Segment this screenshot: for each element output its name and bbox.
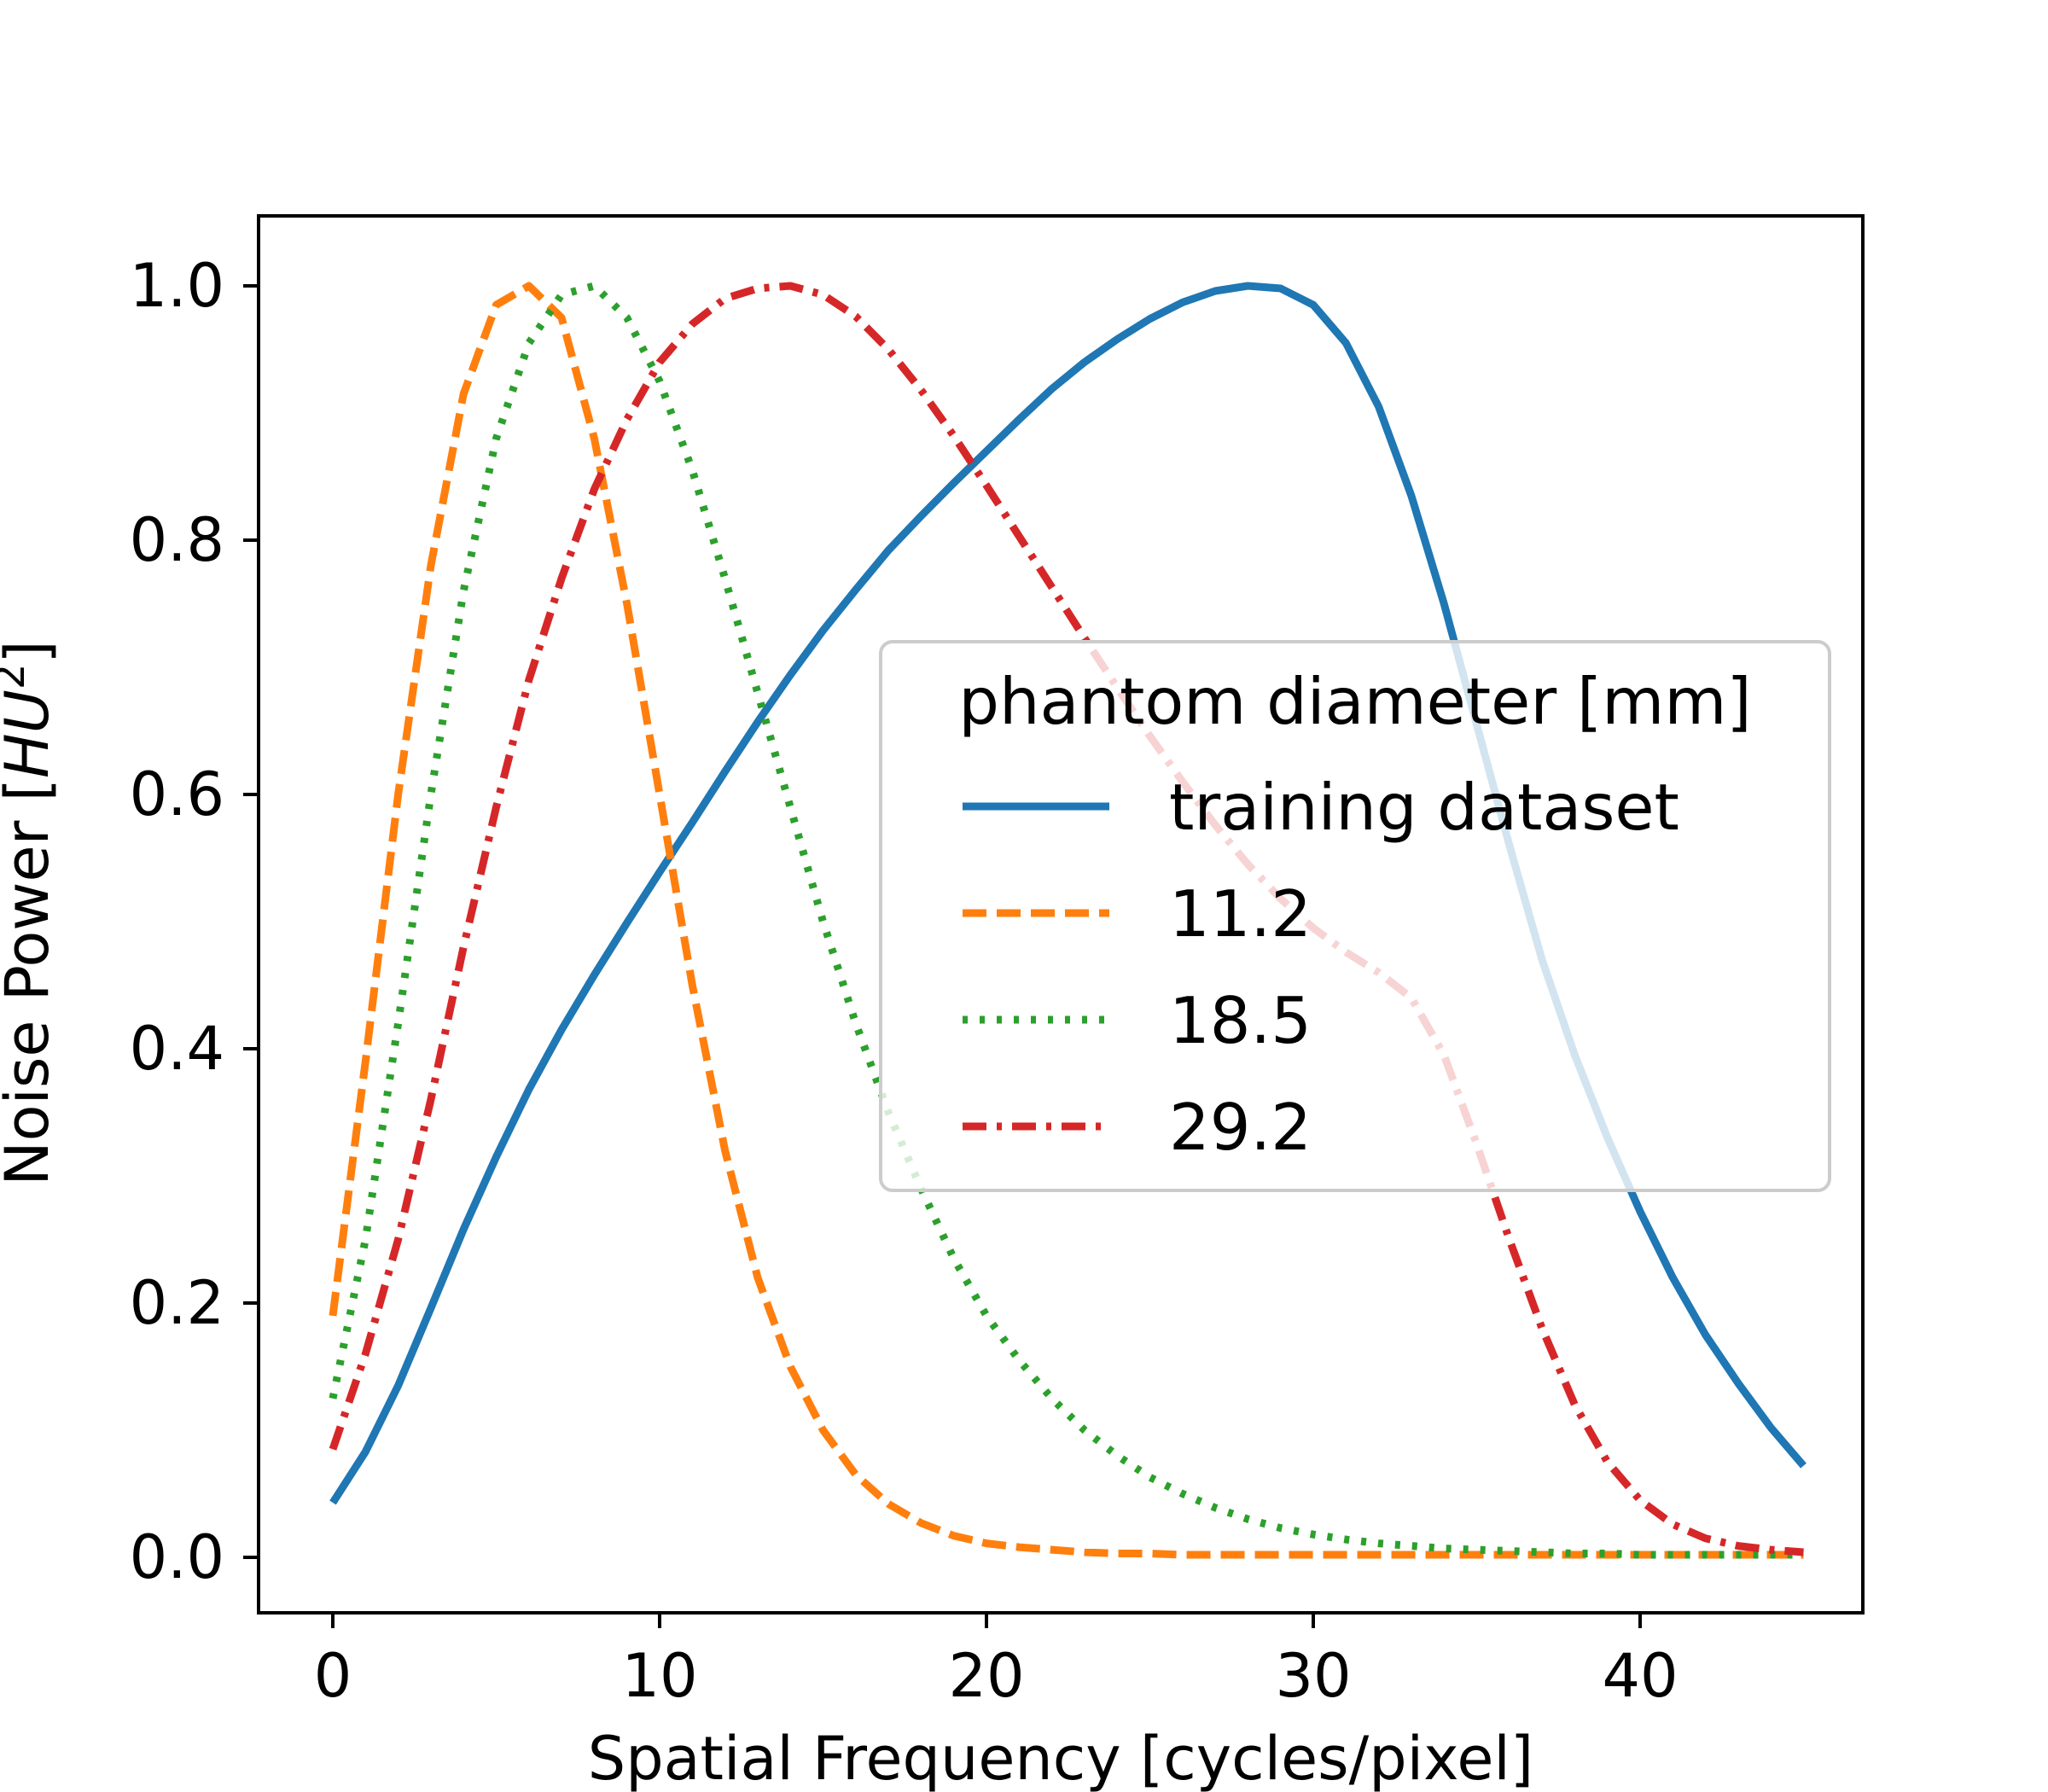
y-axis-label-text: Noise Power [: [0, 778, 62, 1186]
legend-label-2: 18.5: [1169, 983, 1312, 1058]
y-tick-label: 0.6: [130, 759, 224, 829]
legend-entries: training dataset 11.2 18.5 29.2: [963, 770, 1679, 1165]
legend-label-3: 29.2: [1169, 1090, 1312, 1165]
legend-label-1: 11.2: [1169, 876, 1312, 951]
legend: phantom diameter [mm] training dataset 11…: [879, 640, 1831, 1192]
series-line-3: [329, 282, 1804, 1556]
y-tick-label: 1.0: [130, 251, 224, 321]
y-axis-label-end: ]: [0, 640, 62, 663]
plot-frame: [257, 214, 1865, 1615]
legend-label-0: training dataset: [1169, 770, 1679, 845]
y-axis-label-sup: 2: [0, 664, 34, 690]
y-tick-label: 0.0: [130, 1522, 224, 1592]
series-line-1: [329, 282, 1804, 1559]
legend-box: [879, 640, 1831, 1192]
y-tick-label: 0.4: [130, 1014, 224, 1084]
x-tick-label: 20: [948, 1641, 1024, 1711]
x-axis-label: Spatial Frequency [cycles/pixel]: [588, 1724, 1533, 1792]
x-tick-label: 40: [1602, 1641, 1678, 1711]
y-tick-label: 0.2: [130, 1268, 224, 1338]
y-axis-label-unit: HU: [0, 689, 62, 778]
tick-layer: 0 10 20 30 40 0.0 0.2 0.4 0.6 0.8 1.0: [130, 251, 1679, 1711]
legend-title: phantom diameter [mm]: [958, 664, 1751, 739]
y-axis-label: Noise Power [HU2]: [0, 640, 62, 1185]
x-tick-label: 30: [1275, 1641, 1351, 1711]
x-tick-label: 0: [314, 1641, 352, 1711]
x-tick-label: 10: [621, 1641, 697, 1711]
y-tick-label: 0.8: [130, 505, 224, 575]
